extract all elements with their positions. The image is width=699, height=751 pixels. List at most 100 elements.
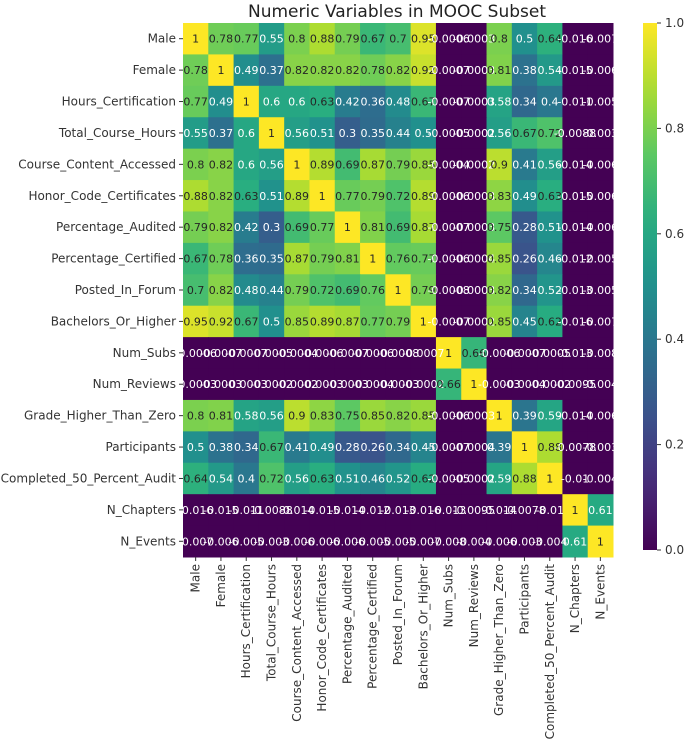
- cell-value-label: 0.34: [512, 96, 537, 109]
- heatmap-cell: [537, 180, 563, 212]
- heatmap-cell: [258, 85, 285, 118]
- heatmap-cell: [208, 399, 235, 432]
- heatmap-cell: [258, 117, 285, 150]
- cell-value-label: -0.014: [279, 504, 314, 517]
- cell-value-label: 0.54: [209, 472, 234, 485]
- row-tick-label: Completed_50_Percent_Audit: [1, 471, 177, 485]
- heatmap-cell: [233, 462, 260, 495]
- cell-value-label: 0.52: [538, 284, 563, 297]
- heatmap-cell: [309, 525, 336, 558]
- heatmap-cell: [435, 462, 462, 495]
- heatmap-cell: [309, 399, 336, 432]
- cell-value-label: -0.014: [557, 410, 592, 423]
- cell-value-label: 0.59: [538, 410, 563, 423]
- heatmap-cell: [562, 242, 589, 275]
- cell-value-label: 0.83: [487, 190, 512, 203]
- heatmap-cell: [233, 399, 260, 432]
- cell-value-label: 0.56: [259, 410, 284, 423]
- cell-value-label: -0.006: [203, 535, 238, 548]
- colorbar-gradient: [643, 23, 657, 550]
- heatmap-cell: [309, 337, 336, 370]
- cell-value-label: 0.75: [487, 221, 512, 234]
- heatmap-cell: [360, 85, 386, 118]
- column-tick-label: Participants: [517, 564, 531, 635]
- heatmap-cell: [385, 211, 412, 244]
- cell-value-label: -0.006: [583, 221, 618, 234]
- heatmap-cell: [258, 274, 285, 307]
- cell-value-label: 0.44: [386, 127, 411, 140]
- cell-value-label: -0.0003: [174, 378, 216, 391]
- heatmap-cell: [587, 274, 614, 307]
- column-tick-label: Male: [189, 564, 203, 592]
- cell-value-label: 0.89: [310, 315, 335, 328]
- cell-value-label: -0.0003: [453, 284, 495, 297]
- heatmap-cell: [309, 54, 336, 87]
- cell-value-label: -0.005: [583, 253, 618, 266]
- cell-value-label: -0.0005: [427, 127, 469, 140]
- heatmap-cell: [511, 242, 538, 275]
- heatmap-cell: [258, 494, 285, 527]
- cell-value-label: 0.69: [386, 221, 411, 234]
- heatmap-cell: [183, 368, 209, 401]
- heatmap-cell: [258, 431, 285, 464]
- row-tick-label: Posted_In_Forum: [75, 283, 176, 297]
- cell-value-label: 0.52: [386, 472, 411, 485]
- heatmap-cell: [511, 305, 538, 338]
- heatmap-cell: [511, 431, 538, 464]
- cell-value-label: 0.6: [263, 96, 281, 109]
- heatmap-cell: [410, 337, 437, 370]
- heatmap-cell: [183, 117, 209, 150]
- row-tick-label: Bachelors_Or_Higher: [51, 314, 176, 328]
- heatmap-cell: [435, 117, 462, 150]
- cell-value-label: -0.0003: [225, 378, 267, 391]
- heatmap-cell: [562, 399, 589, 432]
- cell-value-label: -0.008: [583, 347, 618, 360]
- cell-value-label: 0.82: [209, 221, 234, 234]
- heatmap-cell: [360, 399, 386, 432]
- cell-value-label: 0.89: [310, 158, 335, 171]
- heatmap-cell: [183, 180, 209, 212]
- cell-value-label: 0.49: [209, 96, 234, 109]
- heatmap-cell: [410, 211, 437, 244]
- heatmap-cell: [511, 525, 538, 558]
- cell-value-label: 0.67: [234, 315, 259, 328]
- cell-value-label: -0.004: [583, 378, 618, 391]
- heatmap-cell: [537, 368, 563, 401]
- heatmap-cell: [486, 494, 513, 527]
- cell-value-label: -0.0004: [276, 347, 318, 360]
- heatmap-cell: [410, 462, 437, 495]
- cell-value-label: -0.006: [330, 535, 365, 548]
- cell-value-label: -0.006: [583, 190, 618, 203]
- heatmap-cell: [284, 54, 310, 87]
- cell-value-label: 0.59: [487, 472, 512, 485]
- heatmap-cell: [587, 117, 614, 150]
- cell-value-label: 0.85: [411, 158, 436, 171]
- heatmap-cell: [284, 431, 310, 464]
- heatmap-cell: [360, 368, 386, 401]
- cell-value-label: 0.95: [411, 33, 436, 46]
- cell-value-label: -0.01: [536, 504, 564, 517]
- column-tick-label: Percentage_Certified: [366, 564, 380, 689]
- cell-value-label: -0.004: [456, 535, 491, 548]
- cell-value-label: -0.0005: [250, 347, 292, 360]
- heatmap-cell: [435, 23, 462, 55]
- column-tick-label: Grade_Higher_Than_Zero: [492, 564, 506, 716]
- heatmap-cell: [334, 337, 361, 370]
- heatmap-cell: [309, 274, 336, 307]
- cell-value-label: -0.013: [380, 504, 415, 517]
- colorbar: 0.0 0.2 0.4 0.6 0.8 1.0: [643, 16, 684, 557]
- cell-value-label: -0.015: [203, 504, 238, 517]
- cell-value-label: 0.28: [512, 221, 537, 234]
- cell-value-label: 0.44: [259, 284, 284, 297]
- cell-value-label: 0.78: [209, 253, 234, 266]
- cell-value-label: 0.39: [512, 410, 537, 423]
- cell-value-label: 0.87: [411, 221, 436, 234]
- heatmap-cell: [410, 494, 437, 527]
- heatmap-cell: [410, 148, 437, 181]
- heatmap-cell: [410, 242, 437, 275]
- heatmap-cell: [183, 148, 209, 181]
- heatmap-cell: [486, 305, 513, 338]
- cell-value-label: 0.77: [234, 33, 259, 46]
- cell-value-label: -0.014: [557, 221, 592, 234]
- heatmap-cell: [208, 211, 235, 244]
